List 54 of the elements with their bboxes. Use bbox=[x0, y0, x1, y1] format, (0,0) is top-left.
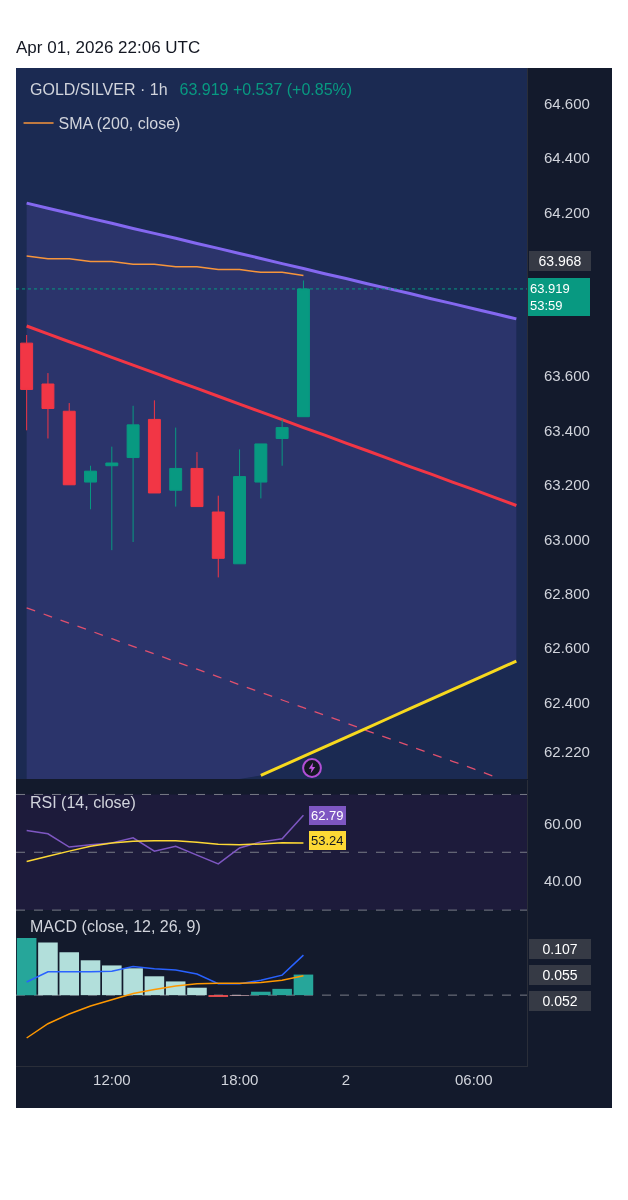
line-series bbox=[25, 324, 518, 507]
y-tick-label: 62.400 bbox=[544, 693, 590, 711]
line-series bbox=[25, 839, 305, 863]
ref-line-label: 63.919 53:59 bbox=[530, 281, 570, 313]
data-label: 53.24 bbox=[311, 833, 344, 848]
text: GOLD/SILVER · 1h bbox=[30, 81, 168, 98]
candlestick bbox=[254, 443, 268, 499]
chart-title: MACD (close, 12, 26, 9) bbox=[30, 918, 201, 935]
y-tick-label: 63.400 bbox=[544, 421, 590, 439]
bar bbox=[144, 976, 165, 996]
text: Apr 01, 2026 22:06 UTC bbox=[16, 37, 201, 58]
bar bbox=[16, 938, 37, 996]
line-series bbox=[25, 201, 518, 321]
candlestick bbox=[126, 405, 140, 543]
y-tick-label: 64.200 bbox=[544, 203, 590, 221]
candlestick bbox=[169, 427, 183, 508]
candlestick bbox=[275, 418, 289, 467]
bar bbox=[80, 960, 101, 996]
y-tick-label: 63.200 bbox=[544, 476, 590, 494]
x-tick-label: 12:00 bbox=[93, 1071, 131, 1088]
line-series bbox=[25, 255, 305, 277]
y-tick-label: 64.600 bbox=[544, 94, 590, 112]
y-tick-label: 62.600 bbox=[544, 639, 590, 657]
text: 0.107 bbox=[529, 939, 591, 959]
x-tick-label: 06:00 bbox=[455, 1071, 493, 1088]
text: 63.968 bbox=[529, 251, 591, 271]
text: 0.052 bbox=[529, 991, 591, 1011]
x-tick-label: 18:00 bbox=[220, 1071, 259, 1088]
text: 0.055 bbox=[529, 965, 591, 985]
y-tick-label: 63.600 bbox=[544, 367, 590, 385]
candlestick bbox=[147, 399, 161, 494]
candlestick bbox=[211, 495, 225, 578]
y-tick-label: 40.00 bbox=[544, 872, 582, 890]
y-tick-label: 62.800 bbox=[544, 585, 590, 603]
bar bbox=[293, 974, 314, 996]
candlestick bbox=[62, 402, 76, 486]
y-tick-label: 64.400 bbox=[544, 149, 590, 167]
bar bbox=[187, 987, 207, 996]
data-label: 62.79 bbox=[311, 808, 344, 823]
candlestick bbox=[20, 334, 34, 431]
text: 63.919 +0.537 (+0.85%) bbox=[179, 81, 353, 98]
x-tick-label: 2 bbox=[341, 1071, 351, 1088]
text: RSI (14, close) bbox=[30, 794, 136, 811]
candlestick bbox=[233, 448, 247, 565]
y-tick-label: 60.00 bbox=[544, 814, 582, 832]
candlestick bbox=[105, 446, 119, 551]
candlestick bbox=[84, 465, 97, 510]
y-tick-label: 63.000 bbox=[544, 530, 590, 548]
legend-label: SMA (200, close) bbox=[58, 115, 181, 133]
candlestick bbox=[190, 451, 204, 508]
line-series bbox=[25, 814, 305, 865]
y-tick-label: 62.220 bbox=[544, 743, 590, 761]
candlestick bbox=[41, 372, 55, 439]
line-series bbox=[259, 659, 518, 777]
